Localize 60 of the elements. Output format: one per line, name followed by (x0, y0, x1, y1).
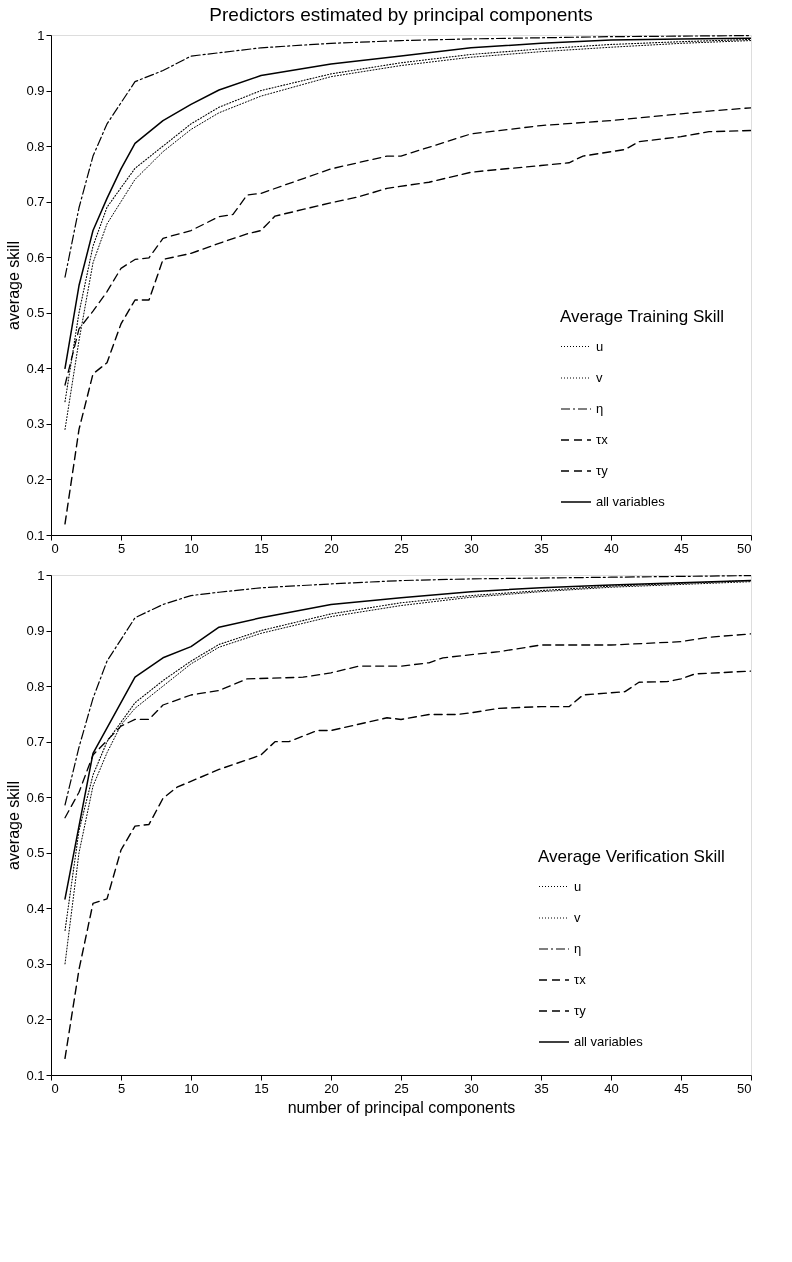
x-tick-label: 10 (184, 540, 199, 556)
legend-label: η (596, 401, 604, 416)
y-tick-label: 1 (37, 27, 45, 43)
y-tick-label: 0.3 (26, 956, 45, 972)
y-tick-label: 0.7 (26, 734, 45, 750)
x-tick-label: 50 (737, 1080, 752, 1096)
x-tick-label: 15 (254, 540, 269, 556)
y-tick-label: 1 (37, 567, 45, 583)
y-tick-label: 0.5 (26, 845, 45, 861)
y-tick-label: 0.1 (26, 527, 45, 543)
x-tick-label: 0 (51, 1080, 59, 1096)
x-tick-label: 40 (604, 540, 619, 556)
x-tick-label: 5 (117, 540, 126, 556)
legend-label: all variables (596, 494, 666, 509)
x-axis-title: number of principal components (287, 1098, 516, 1116)
legend-label: u (574, 878, 582, 894)
y-tick-label: 0.9 (26, 623, 45, 639)
legend-label: τx (596, 432, 609, 447)
legend-title: Average Training Skill (560, 307, 725, 326)
x-tick-label: 35 (534, 1080, 549, 1096)
legend-label: τx (574, 972, 587, 987)
y-axis-title: average skill (5, 781, 23, 870)
y-tick-label: 0.4 (26, 900, 45, 916)
x-tick-label: 30 (464, 540, 479, 556)
x-tick-label: 30 (464, 1080, 479, 1096)
legend-title: Average Verification Skill (538, 847, 725, 866)
y-tick-label: 0.6 (26, 789, 45, 805)
x-tick-label: 25 (394, 540, 409, 556)
y-tick-label: 0.1 (26, 1067, 45, 1083)
y-tick-label: 0.8 (26, 678, 45, 694)
chart-title: Predictors estimated by principal components (209, 4, 593, 25)
x-tick-label: 40 (604, 1080, 619, 1096)
y-tick-label: 0.5 (26, 305, 45, 321)
x-tick-label: 45 (674, 540, 689, 556)
x-tick-label: 20 (324, 540, 339, 556)
x-tick-label: 5 (117, 1080, 126, 1096)
legend-label: all variables (574, 1034, 644, 1049)
y-tick-label: 0.7 (26, 194, 45, 210)
y-tick-label: 0.4 (26, 360, 45, 376)
y-tick-label: 0.8 (26, 138, 45, 154)
x-tick-label: 20 (324, 1080, 339, 1096)
x-tick-label: 35 (534, 540, 549, 556)
legend-label: v (574, 910, 581, 925)
y-tick-label: 0.9 (26, 83, 45, 99)
x-tick-label: 50 (737, 540, 752, 556)
legend-label: v (596, 370, 603, 385)
x-tick-label: 0 (51, 540, 59, 556)
y-tick-label: 0.2 (26, 1011, 45, 1027)
x-tick-label: 25 (394, 1080, 409, 1096)
legend-label: τy (574, 1003, 587, 1018)
legend-label: τy (596, 463, 609, 478)
x-tick-label: 15 (254, 1080, 269, 1096)
x-tick-label: 45 (674, 1080, 689, 1096)
legend-label: u (596, 338, 604, 354)
y-tick-label: 0.3 (26, 416, 45, 432)
y-axis-title: average skill (5, 241, 23, 330)
x-tick-label: 10 (184, 1080, 199, 1096)
y-tick-label: 0.6 (26, 249, 45, 265)
y-tick-label: 0.2 (26, 471, 45, 487)
legend-label: η (574, 941, 582, 956)
